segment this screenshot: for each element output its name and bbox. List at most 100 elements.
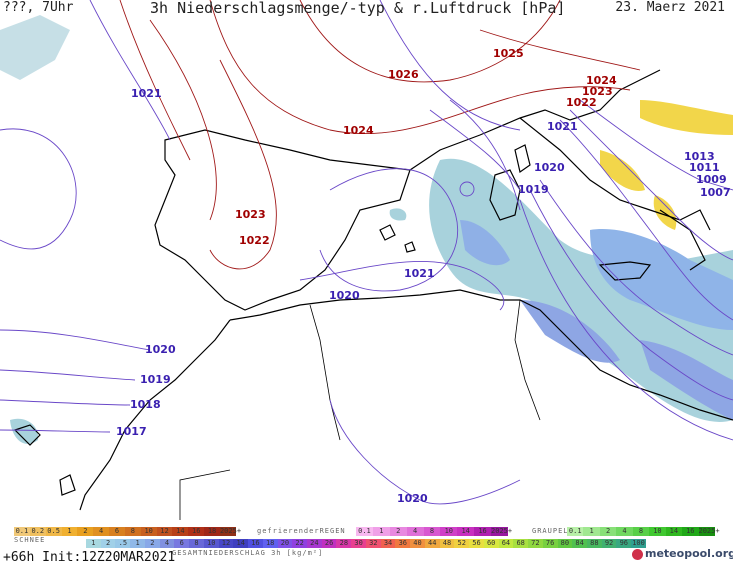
- scale-swatch: 6: [174, 539, 190, 548]
- isobar-label: 1026: [388, 68, 419, 81]
- scale-swatch: 2: [599, 527, 617, 536]
- scale-swatch: 2: [389, 527, 407, 536]
- scale-swatch: 40: [410, 539, 425, 548]
- isobar-label: 1025: [493, 47, 524, 60]
- isobar-label: 1013: [684, 150, 715, 163]
- scale-swatch: 28: [336, 539, 352, 548]
- scale-swatch: 18: [204, 527, 220, 536]
- logo-icon: [632, 548, 643, 560]
- scale-swatch: 52: [454, 539, 470, 548]
- scale-swatch: 84: [572, 539, 587, 548]
- scale-swatch: 18: [262, 539, 278, 548]
- total-precip-scale: 1 2.5 1 2 4 6 8 10 12 14 16 18 20 22 24 26 28 30 32 34 36 40 4…: [86, 539, 646, 548]
- scale-swatch: 72: [528, 539, 543, 548]
- snow-scale: 0.1 0.2 0.5 1 2 4 6 8 10 12 14 16 18 2025+: [14, 527, 242, 536]
- scale-swatch: 10: [203, 539, 219, 548]
- scale-swatch: 1: [61, 527, 78, 536]
- isobar-label: 1017: [116, 425, 147, 438]
- isobar-label: 1009: [696, 173, 727, 186]
- scale-swatch: 2: [100, 539, 116, 548]
- scale-swatch: 16: [682, 527, 699, 536]
- scale-swatch: 34: [380, 539, 396, 548]
- scale-swatch: 10: [440, 527, 458, 536]
- scale-swatch: 4: [616, 527, 633, 536]
- scale-swatch: 80: [557, 539, 573, 548]
- isobars-high: [119, 0, 641, 270]
- isobar-label: 1020: [397, 492, 428, 505]
- scale-swatch: 1: [583, 527, 600, 536]
- meteopool-logo[interactable]: meteopool.org: [632, 547, 733, 560]
- header-date: 23. Maerz 2021: [615, 0, 725, 15]
- scale-swatch: 4: [93, 527, 110, 536]
- isobar-label: 1024: [586, 74, 617, 87]
- model-run-info: +66h Init:12Z20MAR2021: [3, 550, 176, 565]
- scale-swatch: 64: [498, 539, 514, 548]
- isobars-low: [0, 0, 733, 505]
- scale-swatch: 2: [144, 539, 160, 548]
- isobar-label: 1021: [131, 87, 162, 100]
- scale-swatch: 12: [218, 539, 234, 548]
- scale-swatch: 14: [457, 527, 475, 536]
- scale-swatch: .5: [115, 539, 131, 548]
- isobar-label: 1022: [239, 234, 270, 247]
- scale-swatch: 0.1: [356, 527, 373, 536]
- scale-swatch: 0.1: [14, 527, 30, 536]
- freezing-rain-scale: 0.1 1 2 4 8 10 14 16 2025+: [356, 527, 513, 536]
- scale-swatch: 1: [130, 539, 145, 548]
- scale-swatch: 0.5: [45, 527, 62, 536]
- scale-swatch: 16: [188, 527, 205, 536]
- isobar-label: 1011: [689, 161, 720, 174]
- scale-swatch: 8: [124, 527, 141, 536]
- scale-swatch: 26: [321, 539, 337, 548]
- scale-swatch: 16: [474, 527, 491, 536]
- page-title: 3h Niederschlagsmenge/-typ & r.Luftdruck…: [150, 0, 566, 17]
- scale-swatch: 20: [277, 539, 293, 548]
- scale-swatch: 4: [406, 527, 424, 536]
- isobar-label: 1018: [130, 398, 161, 411]
- isobar-label: 1019: [518, 183, 549, 196]
- scale-swatch: 22: [292, 539, 308, 548]
- scale-swatch: 6: [109, 527, 125, 536]
- scale-swatch: 0.1: [567, 527, 584, 536]
- precipitation-shading: [0, 15, 733, 444]
- scale-swatch: 48: [439, 539, 455, 548]
- isobar-labels: 1026 1025 1024 1024 1023 1022 1023 1022 …: [116, 47, 731, 505]
- scale-swatch: 2025+: [698, 527, 720, 536]
- scale-swatch: 44: [424, 539, 440, 548]
- scale-swatch: 32: [365, 539, 381, 548]
- scale-swatch: 8: [189, 539, 204, 548]
- isobar-label: 1007: [700, 186, 731, 199]
- isobar-label: 1021: [547, 120, 578, 133]
- scale-swatch: 60: [483, 539, 499, 548]
- scale-swatch: 56: [469, 539, 484, 548]
- scale-swatch: 12: [156, 527, 173, 536]
- snow-label: SCHNEE: [14, 536, 46, 544]
- scale-swatch: 100: [631, 539, 646, 548]
- isobar-label: 1020: [534, 161, 565, 174]
- total-precip-label: GESAMTNIEDERSCHLAG 3h [kg/m²]: [172, 549, 324, 557]
- header-location: ???, 7Uhr: [3, 0, 74, 15]
- scale-swatch: 8: [632, 527, 650, 536]
- scale-swatch: 92: [601, 539, 617, 548]
- scale-swatch: 8: [423, 527, 441, 536]
- isobar-label: 1020: [329, 289, 360, 302]
- scale-swatch: 2025+: [219, 527, 242, 536]
- scale-swatch: 30: [351, 539, 366, 548]
- isobar-label: 1022: [566, 96, 597, 109]
- pressure-center-marker: [459, 181, 475, 197]
- scale-swatch: 36: [395, 539, 411, 548]
- freezing-rain-label: gefrierenderREGEN: [257, 527, 346, 535]
- scale-swatch: 2025+: [491, 527, 513, 536]
- scale-swatch: 24: [307, 539, 322, 548]
- scale-swatch: 88: [586, 539, 602, 548]
- isobar-label: 1023: [235, 208, 266, 221]
- scale-swatch: 14: [233, 539, 249, 548]
- isobar-label: 1024: [343, 124, 374, 137]
- isobar-label: 1019: [140, 373, 171, 386]
- scale-swatch: 16: [248, 539, 263, 548]
- scale-swatch: 76: [542, 539, 558, 548]
- scale-swatch: 4: [159, 539, 175, 548]
- isobar-label: 1023: [582, 85, 613, 98]
- scale-swatch: 1: [372, 527, 390, 536]
